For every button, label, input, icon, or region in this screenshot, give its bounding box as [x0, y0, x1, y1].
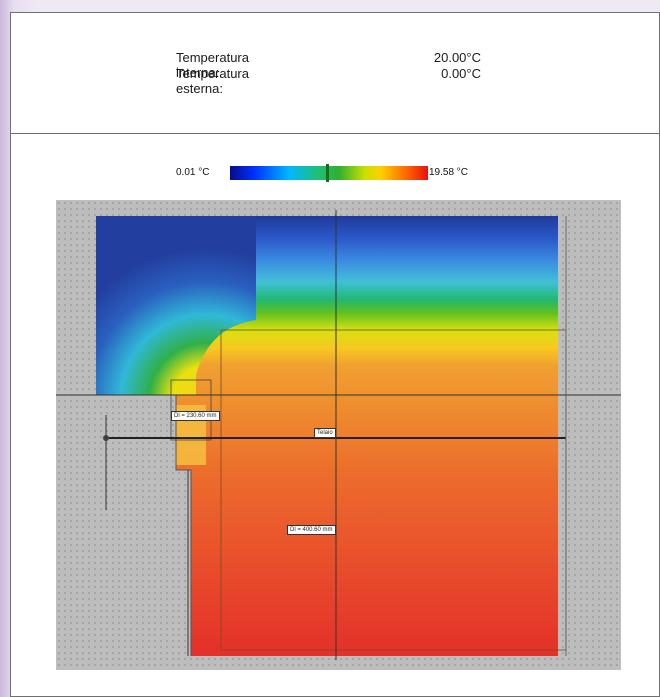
right-boundary-strip [566, 216, 621, 656]
dimension-label-lower: Dl = 400.60 mm [287, 525, 336, 535]
internal-temperature-label: Temperatura interna: [176, 50, 249, 80]
profile-outline [170, 379, 212, 441]
external-temperature-label: Temperatura esterna: [176, 66, 249, 96]
external-temperature-value: 0.00°C [441, 66, 481, 81]
temperature-header: Temperatura interna: 20.00°C Temperatura… [11, 13, 659, 134]
color-scale-legend: 0.01 °C 19.58 °C [11, 163, 659, 183]
legend-max-label: 19.58 °C [429, 167, 469, 178]
internal-temperature-value: 20.00°C [433, 50, 481, 65]
thermal-diagram [56, 200, 621, 670]
dimension-label-upper: Dl = 230.60 mm [171, 411, 220, 421]
frame-profile-block [96, 395, 176, 470]
legend-min-label: 0.01 °C [176, 167, 210, 178]
lower-wall-block [96, 470, 191, 656]
legend-center-tick [326, 164, 329, 182]
legend-color-bar [230, 166, 428, 180]
cold-corner-region [96, 216, 256, 395]
report-panel: Temperatura interna: 20.00°C Temperatura… [10, 12, 660, 697]
section-label: Telaio [314, 428, 336, 438]
